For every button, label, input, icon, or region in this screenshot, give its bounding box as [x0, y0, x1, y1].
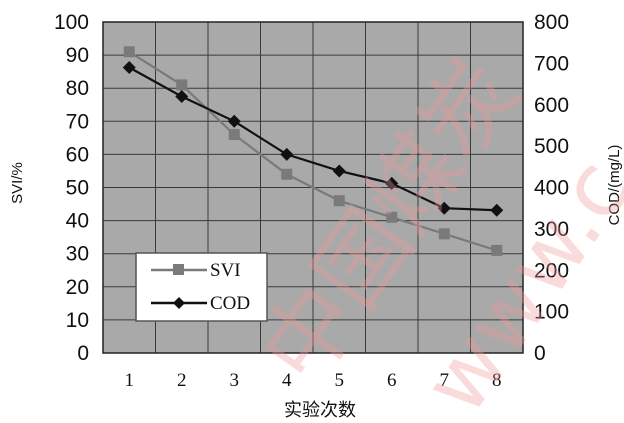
legend-marker-svi [173, 264, 184, 275]
y-tick-left-label: 50 [66, 177, 89, 200]
y-tick-right-label: 100 [534, 301, 569, 324]
data-point-cod [437, 201, 451, 215]
x-tick-label: 3 [230, 370, 240, 391]
data-point-svi [123, 46, 135, 58]
legend: SVI COD [135, 252, 268, 322]
y-tick-left-label: 100 [54, 11, 89, 34]
y-tick-left-label: 0 [77, 342, 89, 365]
y-tick-right-label: 200 [534, 259, 569, 282]
y-tick-left-label: 70 [66, 110, 89, 133]
data-point-svi [386, 211, 398, 223]
y-tick-left-label: 30 [66, 243, 89, 266]
x-tick-label: 4 [282, 370, 292, 391]
y-tick-left-label: 40 [66, 210, 89, 233]
data-point-cod [280, 147, 294, 161]
x-axis-title: 实验次数 [284, 400, 356, 421]
series-layer [122, 46, 504, 256]
y-tick-left-label: 80 [66, 77, 89, 100]
y-tick-right-label: 600 [534, 94, 569, 117]
y-tick-right-label: 700 [534, 52, 569, 75]
y-tick-left-label: 60 [66, 143, 89, 166]
data-point-svi [333, 195, 345, 207]
legend-marker-cod [173, 297, 185, 309]
ticks-layer: 0 10 20 30 40 50 60 70 80 90 100 0 100 200 300 400 500 60… [54, 11, 569, 391]
plot-border [102, 21, 524, 354]
y-tick-left-label: 10 [66, 309, 89, 332]
legend-label-cod: COD [210, 293, 250, 314]
series-line-svi [128, 50, 498, 252]
x-tick-label: 7 [440, 370, 450, 391]
data-point-cod [490, 203, 504, 217]
y-tick-right-label: 400 [534, 177, 569, 200]
data-point-cod [332, 164, 346, 178]
data-point-cod [385, 176, 399, 190]
y-tick-right-label: 0 [534, 342, 546, 365]
y-tick-right-label: 500 [534, 135, 569, 158]
y-tick-right-label: 300 [534, 218, 569, 241]
data-point-svi [176, 79, 188, 91]
x-tick-label: 6 [387, 370, 397, 391]
data-point-cod [175, 89, 189, 103]
y-axis-right-title: COD/(mg/L) [606, 145, 623, 226]
data-point-svi [438, 228, 450, 240]
x-tick-label: 2 [177, 370, 187, 391]
x-tick-label: 8 [492, 370, 502, 391]
data-point-svi [491, 244, 503, 256]
data-point-cod [122, 61, 136, 75]
data-point-svi [228, 129, 240, 141]
legend-label-svi: SVI [210, 260, 241, 281]
data-point-cod [227, 114, 241, 128]
y-axis-left-title: SVI/% [9, 162, 26, 204]
y-tick-right-label: 800 [534, 11, 569, 34]
series-line-cod [128, 66, 497, 212]
data-point-svi [281, 168, 293, 180]
legend-box [135, 252, 268, 322]
y-tick-left-label: 20 [66, 276, 89, 299]
x-tick-label: 1 [125, 370, 135, 391]
y-tick-left-label: 90 [66, 44, 89, 67]
x-tick-label: 5 [335, 370, 345, 391]
